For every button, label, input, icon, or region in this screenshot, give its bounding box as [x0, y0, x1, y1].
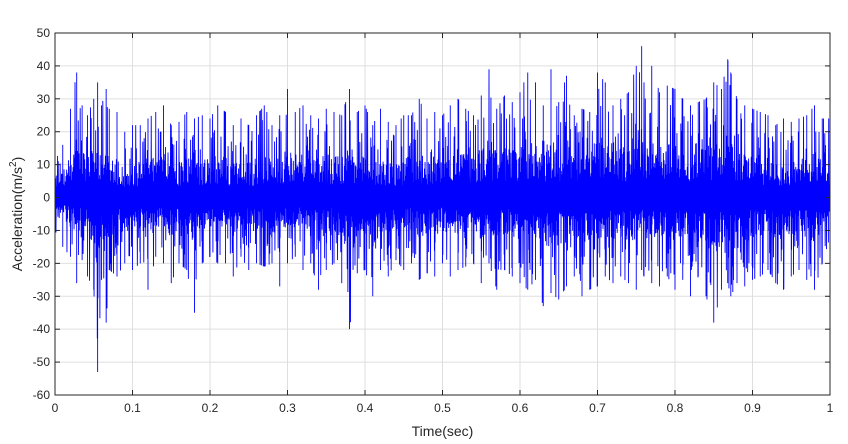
- x-tick-label: 0.9: [744, 401, 761, 415]
- y-tick-label: 0: [43, 191, 50, 205]
- x-tick-label: 0.2: [202, 401, 219, 415]
- y-tick-label: -20: [33, 256, 51, 270]
- acceleration-series-line: [54, 46, 831, 372]
- y-tick-label: -30: [33, 289, 51, 303]
- y-tick-label: -40: [33, 322, 51, 336]
- series-layer: [54, 46, 831, 372]
- y-tick-label: 10: [37, 158, 51, 172]
- y-axis-label: Acceleration(m/s2): [8, 157, 25, 272]
- x-tick-label: 0.3: [279, 401, 296, 415]
- y-tick-label: -60: [33, 388, 51, 402]
- x-axis-ticks: 0 0.1 0.2 0.3 0.4 0.5 0.6 0.7 0.8 0.9 1: [52, 33, 834, 415]
- x-tick-label: 0.7: [589, 401, 606, 415]
- x-tick-label: 0: [52, 401, 59, 415]
- x-tick-label: 0.6: [512, 401, 529, 415]
- x-tick-label: 1: [827, 401, 834, 415]
- y-tick-label: 50: [37, 26, 51, 40]
- x-axis-label: Time(sec): [412, 423, 474, 439]
- x-tick-label: 0.8: [667, 401, 684, 415]
- x-tick-label: 0.5: [434, 401, 451, 415]
- y-tick-label: 30: [37, 92, 51, 106]
- y-axis-label-superscript: 2: [8, 161, 19, 167]
- x-tick-label: 0.1: [124, 401, 141, 415]
- y-axis-label-close: ): [9, 157, 25, 162]
- y-tick-label: -10: [33, 223, 51, 237]
- y-axis-label-main: Acceleration(m/s: [9, 167, 25, 271]
- y-axis-ticks: -60 -50 -40 -30 -20 -10 0 10 20 30 40 50: [33, 26, 830, 402]
- y-tick-label: 40: [37, 59, 51, 73]
- y-tick-label: 20: [37, 125, 51, 139]
- y-tick-label: -50: [33, 355, 51, 369]
- x-tick-label: 0.4: [357, 401, 374, 415]
